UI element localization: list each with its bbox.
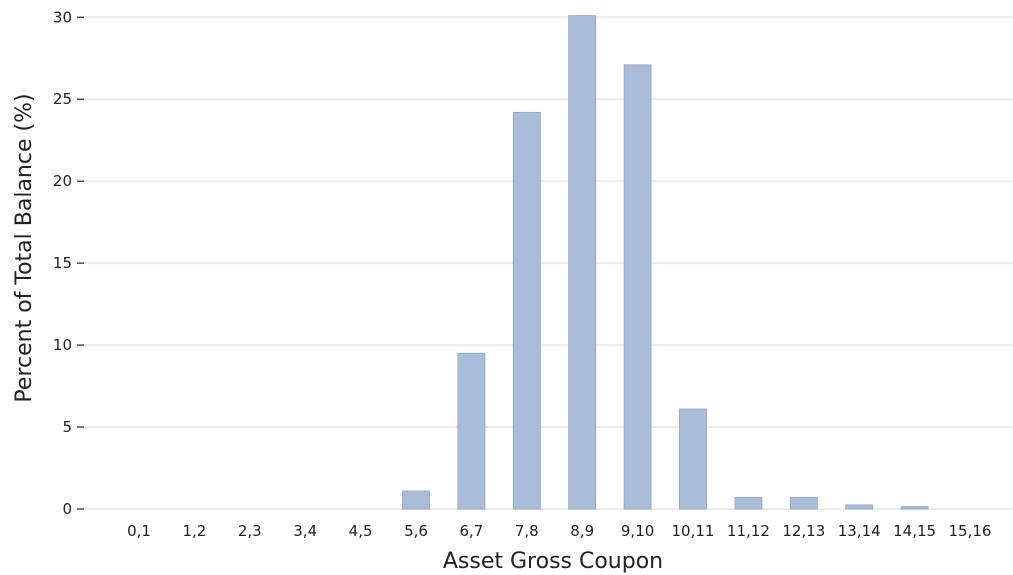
bar <box>789 497 818 510</box>
x-tick-label: 5,6 <box>404 522 428 540</box>
x-tick-label: 13,14 <box>838 522 881 540</box>
bar <box>734 497 763 510</box>
bar <box>900 506 929 510</box>
x-tick-label: 1,2 <box>182 522 206 540</box>
x-axis: 0,1 1,2 2,3 3,4 4,5 5,6 6,7 7,8 8,9 9,10 10,11 11,1… <box>127 522 991 540</box>
y-tick-label: 0 <box>62 500 72 518</box>
bar <box>845 504 874 510</box>
y-tick-label: 30 <box>53 8 72 26</box>
grid-lines <box>84 16 1013 510</box>
x-tick-label: 8,9 <box>570 522 594 540</box>
bar <box>623 64 652 510</box>
x-tick-label: 14,15 <box>893 522 936 540</box>
bar <box>568 15 597 510</box>
y-tick-label: 5 <box>62 418 72 436</box>
bar <box>679 408 707 510</box>
x-tick-label: 6,7 <box>459 522 483 540</box>
x-axis-label: Asset Gross Coupon <box>443 549 663 574</box>
y-tick-label: 15 <box>53 254 72 272</box>
bar <box>512 111 541 510</box>
x-tick-label: 15,16 <box>949 522 992 540</box>
y-axis-label: Percent of Total Balance (%) <box>12 93 37 402</box>
y-tick-label: 25 <box>53 90 72 108</box>
x-tick-label: 11,12 <box>727 522 770 540</box>
x-tick-label: 9,10 <box>621 522 654 540</box>
y-axis: 0 5 10 15 20 25 30 <box>53 8 84 518</box>
x-tick-label: 12,13 <box>782 522 825 540</box>
x-tick-label: 4,5 <box>349 522 373 540</box>
x-tick-label: 2,3 <box>238 522 262 540</box>
x-tick-label: 7,8 <box>515 522 539 540</box>
x-tick-label: 0,1 <box>127 522 151 540</box>
y-tick-label: 20 <box>53 172 72 190</box>
bar <box>457 352 486 510</box>
bar <box>402 490 430 510</box>
x-tick-label: 3,4 <box>293 522 317 540</box>
y-tick-label: 10 <box>53 336 72 354</box>
bars <box>402 15 929 510</box>
x-tick-label: 10,11 <box>672 522 715 540</box>
